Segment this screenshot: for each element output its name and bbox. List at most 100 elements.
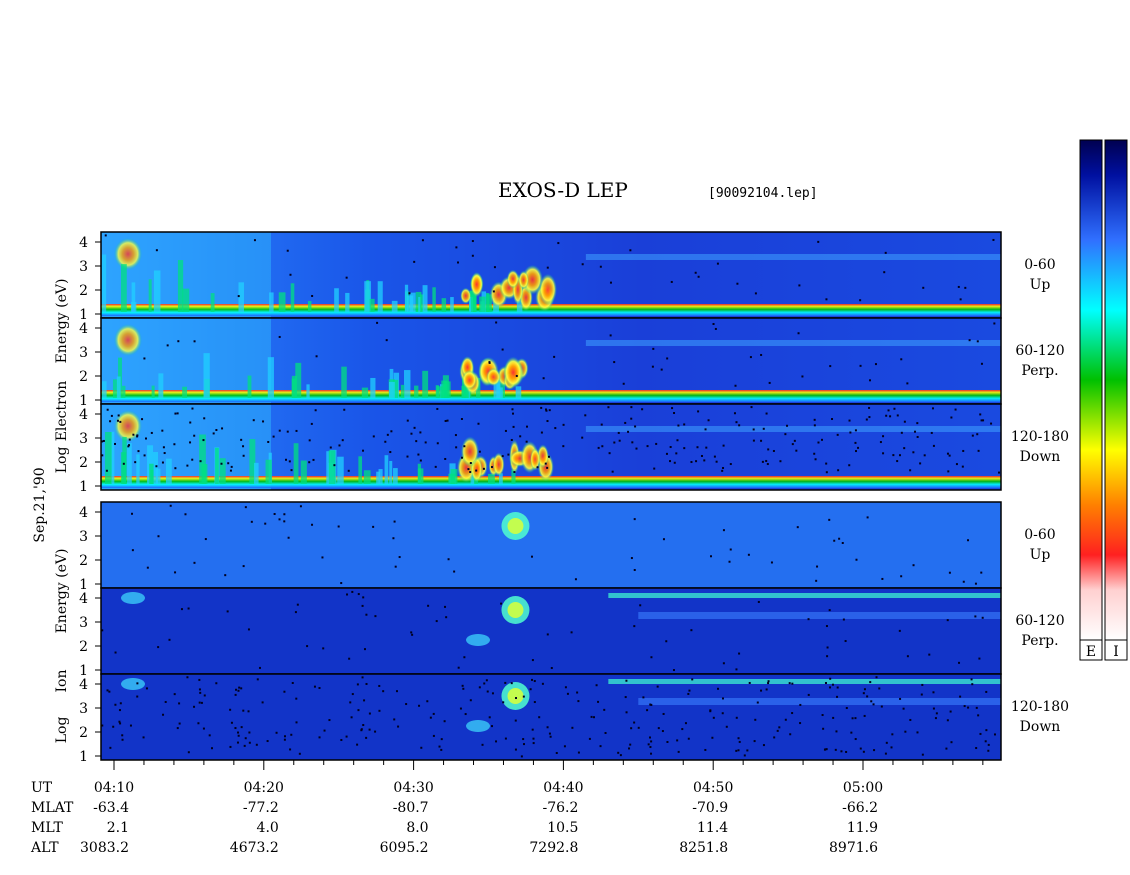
spike [422, 285, 428, 312]
speckle [155, 465, 158, 468]
speckle [235, 688, 238, 691]
speckle [756, 701, 759, 704]
speckle [322, 647, 325, 650]
speckle [628, 747, 631, 750]
speckle [255, 743, 258, 746]
speckle [220, 462, 223, 465]
speckle [676, 739, 679, 742]
spike [203, 353, 210, 398]
spike [384, 455, 389, 484]
speckle [712, 716, 715, 719]
speckle [128, 444, 131, 447]
speckle [885, 741, 888, 744]
speckle [145, 437, 148, 440]
speckle [627, 430, 630, 433]
speckle [315, 355, 318, 358]
speckle [976, 340, 979, 343]
speckle [513, 471, 516, 474]
speckle [855, 558, 858, 561]
speckle [345, 735, 348, 738]
low-energy-band [101, 304, 1001, 316]
speckle [553, 355, 556, 358]
speckle [934, 717, 937, 720]
speckle [343, 408, 346, 411]
row-value: 11.4 [697, 820, 728, 836]
speckle [349, 701, 352, 704]
speckle [116, 419, 119, 422]
speckle [443, 720, 446, 723]
spike [210, 293, 215, 312]
speckle [495, 740, 498, 743]
speckle [773, 736, 776, 739]
speckle [677, 424, 680, 427]
row-value: 2.1 [107, 820, 129, 836]
speckle [935, 712, 938, 715]
speckle [238, 686, 241, 689]
speckle [675, 452, 678, 455]
spike [295, 362, 302, 398]
speckle [174, 412, 177, 415]
y-tick-label: 2 [79, 553, 88, 569]
speckle [143, 454, 146, 457]
speckle [617, 751, 620, 754]
row-value: -66.2 [842, 800, 878, 816]
speckle [363, 648, 366, 651]
speckle [714, 327, 717, 330]
speckle [607, 406, 610, 409]
colorbar-label: I [1113, 644, 1119, 660]
speckle [471, 254, 474, 257]
spike [393, 468, 398, 484]
speckle [760, 439, 763, 442]
speckle [967, 539, 970, 542]
speckle [836, 695, 839, 698]
speckle [296, 603, 299, 606]
speckle [455, 446, 458, 449]
speckle [295, 697, 298, 700]
speckle [174, 571, 177, 574]
ion-line [608, 679, 1001, 684]
speckle [290, 469, 293, 472]
speckle [283, 520, 286, 523]
speckle [630, 406, 633, 409]
speckle [671, 407, 674, 410]
speckle [500, 602, 503, 605]
speckle [198, 688, 201, 691]
speckle [959, 695, 962, 698]
speckle [992, 238, 995, 241]
speckle [286, 430, 289, 433]
speckle [922, 286, 925, 289]
speckle [131, 549, 134, 552]
spike [441, 298, 447, 312]
speckle [554, 427, 557, 430]
speckle [959, 298, 962, 301]
speckle [990, 422, 993, 425]
speckle [143, 357, 146, 360]
speckle [378, 709, 381, 712]
spike [215, 447, 219, 484]
speckle [173, 693, 176, 696]
speckle [514, 719, 517, 722]
speckle [229, 745, 232, 748]
speckle [834, 748, 837, 751]
speckle [831, 418, 834, 421]
speckle [203, 694, 206, 697]
speckle [721, 469, 724, 472]
speckle [950, 741, 953, 744]
speckle [697, 410, 700, 413]
speckle [243, 744, 246, 747]
speckle [652, 347, 655, 350]
speckle [900, 358, 903, 361]
speckle [817, 441, 820, 444]
speckle [549, 735, 552, 738]
panel-border [100, 403, 1002, 491]
speckle [746, 749, 749, 752]
row-value: 4673.2 [230, 840, 279, 856]
speckle [525, 440, 528, 443]
spike [363, 470, 371, 484]
speckle [975, 747, 978, 750]
spike [432, 287, 436, 312]
speckle [822, 727, 825, 730]
speckle [264, 522, 267, 525]
burst [530, 447, 541, 471]
faint-line [585, 340, 1001, 346]
